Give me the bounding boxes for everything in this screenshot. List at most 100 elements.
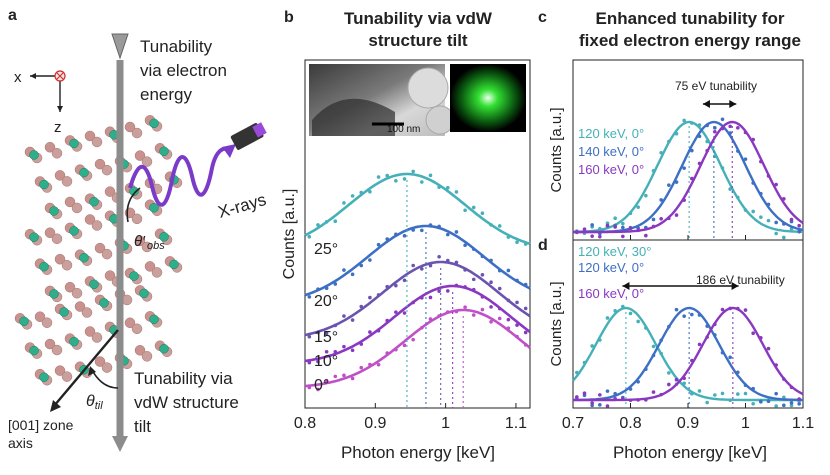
series-4-point (497, 224, 502, 228)
d-series-2-point (736, 306, 740, 311)
c-series-2-point (590, 234, 594, 238)
series-4-point (428, 173, 433, 178)
d-series-2-point (705, 335, 709, 339)
c-series-2-point (720, 126, 725, 131)
series-0-point (324, 378, 329, 383)
d-series-2-point (697, 342, 702, 347)
atom-se (81, 307, 93, 318)
atom-se (101, 164, 113, 176)
series-4-point (368, 189, 372, 194)
atom-metal (39, 372, 49, 382)
atom-se (41, 317, 53, 328)
atom-metal (69, 138, 79, 149)
series-1-point (463, 285, 467, 289)
atom-se (84, 326, 96, 337)
d-series-1-point (728, 355, 732, 360)
series-0-point (342, 373, 346, 378)
d-series-0-point (651, 344, 656, 349)
atom-se (124, 317, 136, 329)
d-series-2-point (720, 307, 725, 312)
atom-se (61, 176, 73, 187)
d-series-0-point (598, 338, 602, 342)
series-3-point (411, 228, 415, 232)
series-1-point (402, 311, 407, 315)
d-series-0-point (736, 392, 740, 396)
series-4-point (445, 185, 450, 190)
series-1-point (385, 318, 390, 323)
atom-se (61, 371, 73, 382)
series-1-point (350, 348, 355, 353)
d-series-0-point (667, 371, 671, 375)
atom-se (141, 241, 153, 253)
d-series-2-point (774, 363, 778, 367)
c-series-2-point (705, 148, 709, 153)
c-series-1-point (697, 134, 702, 139)
c-series-1-point (736, 149, 740, 153)
series-3-label: 20° (314, 293, 338, 310)
d-series-1-point (674, 307, 679, 312)
d-series-0-point (644, 326, 648, 330)
c-series-0-point (682, 118, 686, 123)
c-series-2-point (690, 176, 694, 181)
panel-b-title-1: Tunability via vdW (344, 9, 493, 28)
series-1-point (394, 310, 398, 314)
atom-metal (79, 167, 89, 178)
series-3-point (385, 237, 390, 241)
atom-se (94, 242, 106, 254)
c-series-0-point (674, 131, 679, 136)
series-0-point (445, 310, 450, 314)
b-tick-label: 1.1 (505, 415, 527, 432)
d-series-1-point (667, 324, 671, 329)
d-series-0-point (774, 404, 778, 408)
d-series-2-point (728, 306, 732, 311)
c-series-0-point (621, 221, 625, 226)
d-series-1-point (789, 401, 794, 405)
series-2-point (523, 306, 528, 311)
d-series-1-point (782, 403, 786, 408)
atom-se (131, 213, 143, 225)
atom-se (91, 332, 103, 343)
c-series-0-point (613, 216, 617, 221)
d-series-2-point (674, 377, 679, 382)
series-4-point (463, 208, 467, 213)
d-tick-label: 1.1 (792, 415, 814, 432)
atom-metal (149, 314, 159, 325)
series-4-point (480, 211, 485, 216)
series-4-point (454, 190, 459, 194)
d-series-1-point (697, 313, 702, 317)
atom-metal (69, 226, 79, 236)
c-series-2-point (598, 234, 602, 239)
d-series-0-point (743, 391, 748, 396)
d-series-0-point (705, 400, 709, 405)
atom-se (34, 311, 46, 322)
d-series-2-point (759, 336, 763, 340)
d-series-2-point (582, 391, 587, 395)
series-3-point (437, 224, 441, 229)
series-2-point (411, 263, 415, 268)
series-3-point (376, 242, 381, 247)
series-0-point (333, 374, 338, 379)
diffraction-image (450, 64, 526, 132)
d-series-1-point (797, 402, 801, 406)
series-4-point (385, 173, 390, 178)
axis-z-label: z (54, 119, 62, 136)
series-1-point (515, 323, 519, 327)
c-series-0-point (690, 121, 694, 125)
d-series-2-point (636, 398, 640, 402)
panel-b-ylabel: Counts [a.u.] (281, 189, 298, 280)
c-series-0-point (720, 166, 725, 170)
atom-se (134, 150, 146, 161)
c-series-0-point (697, 123, 702, 127)
theta-obs-arc (126, 187, 141, 223)
d-series-1-point (598, 403, 602, 407)
series-1-point (497, 306, 502, 311)
series-4-point (411, 169, 415, 174)
d-series-1-point (759, 399, 763, 404)
atom-metal (159, 146, 169, 157)
d-series-2-point (782, 377, 786, 381)
atom-se (151, 267, 163, 278)
d-series-0-point (621, 304, 625, 309)
chart-c: 120 keV, 0° 140 keV, 0° 160 keV, 0° (572, 100, 804, 240)
series-1-line (304, 284, 531, 363)
atom-se (71, 202, 83, 214)
